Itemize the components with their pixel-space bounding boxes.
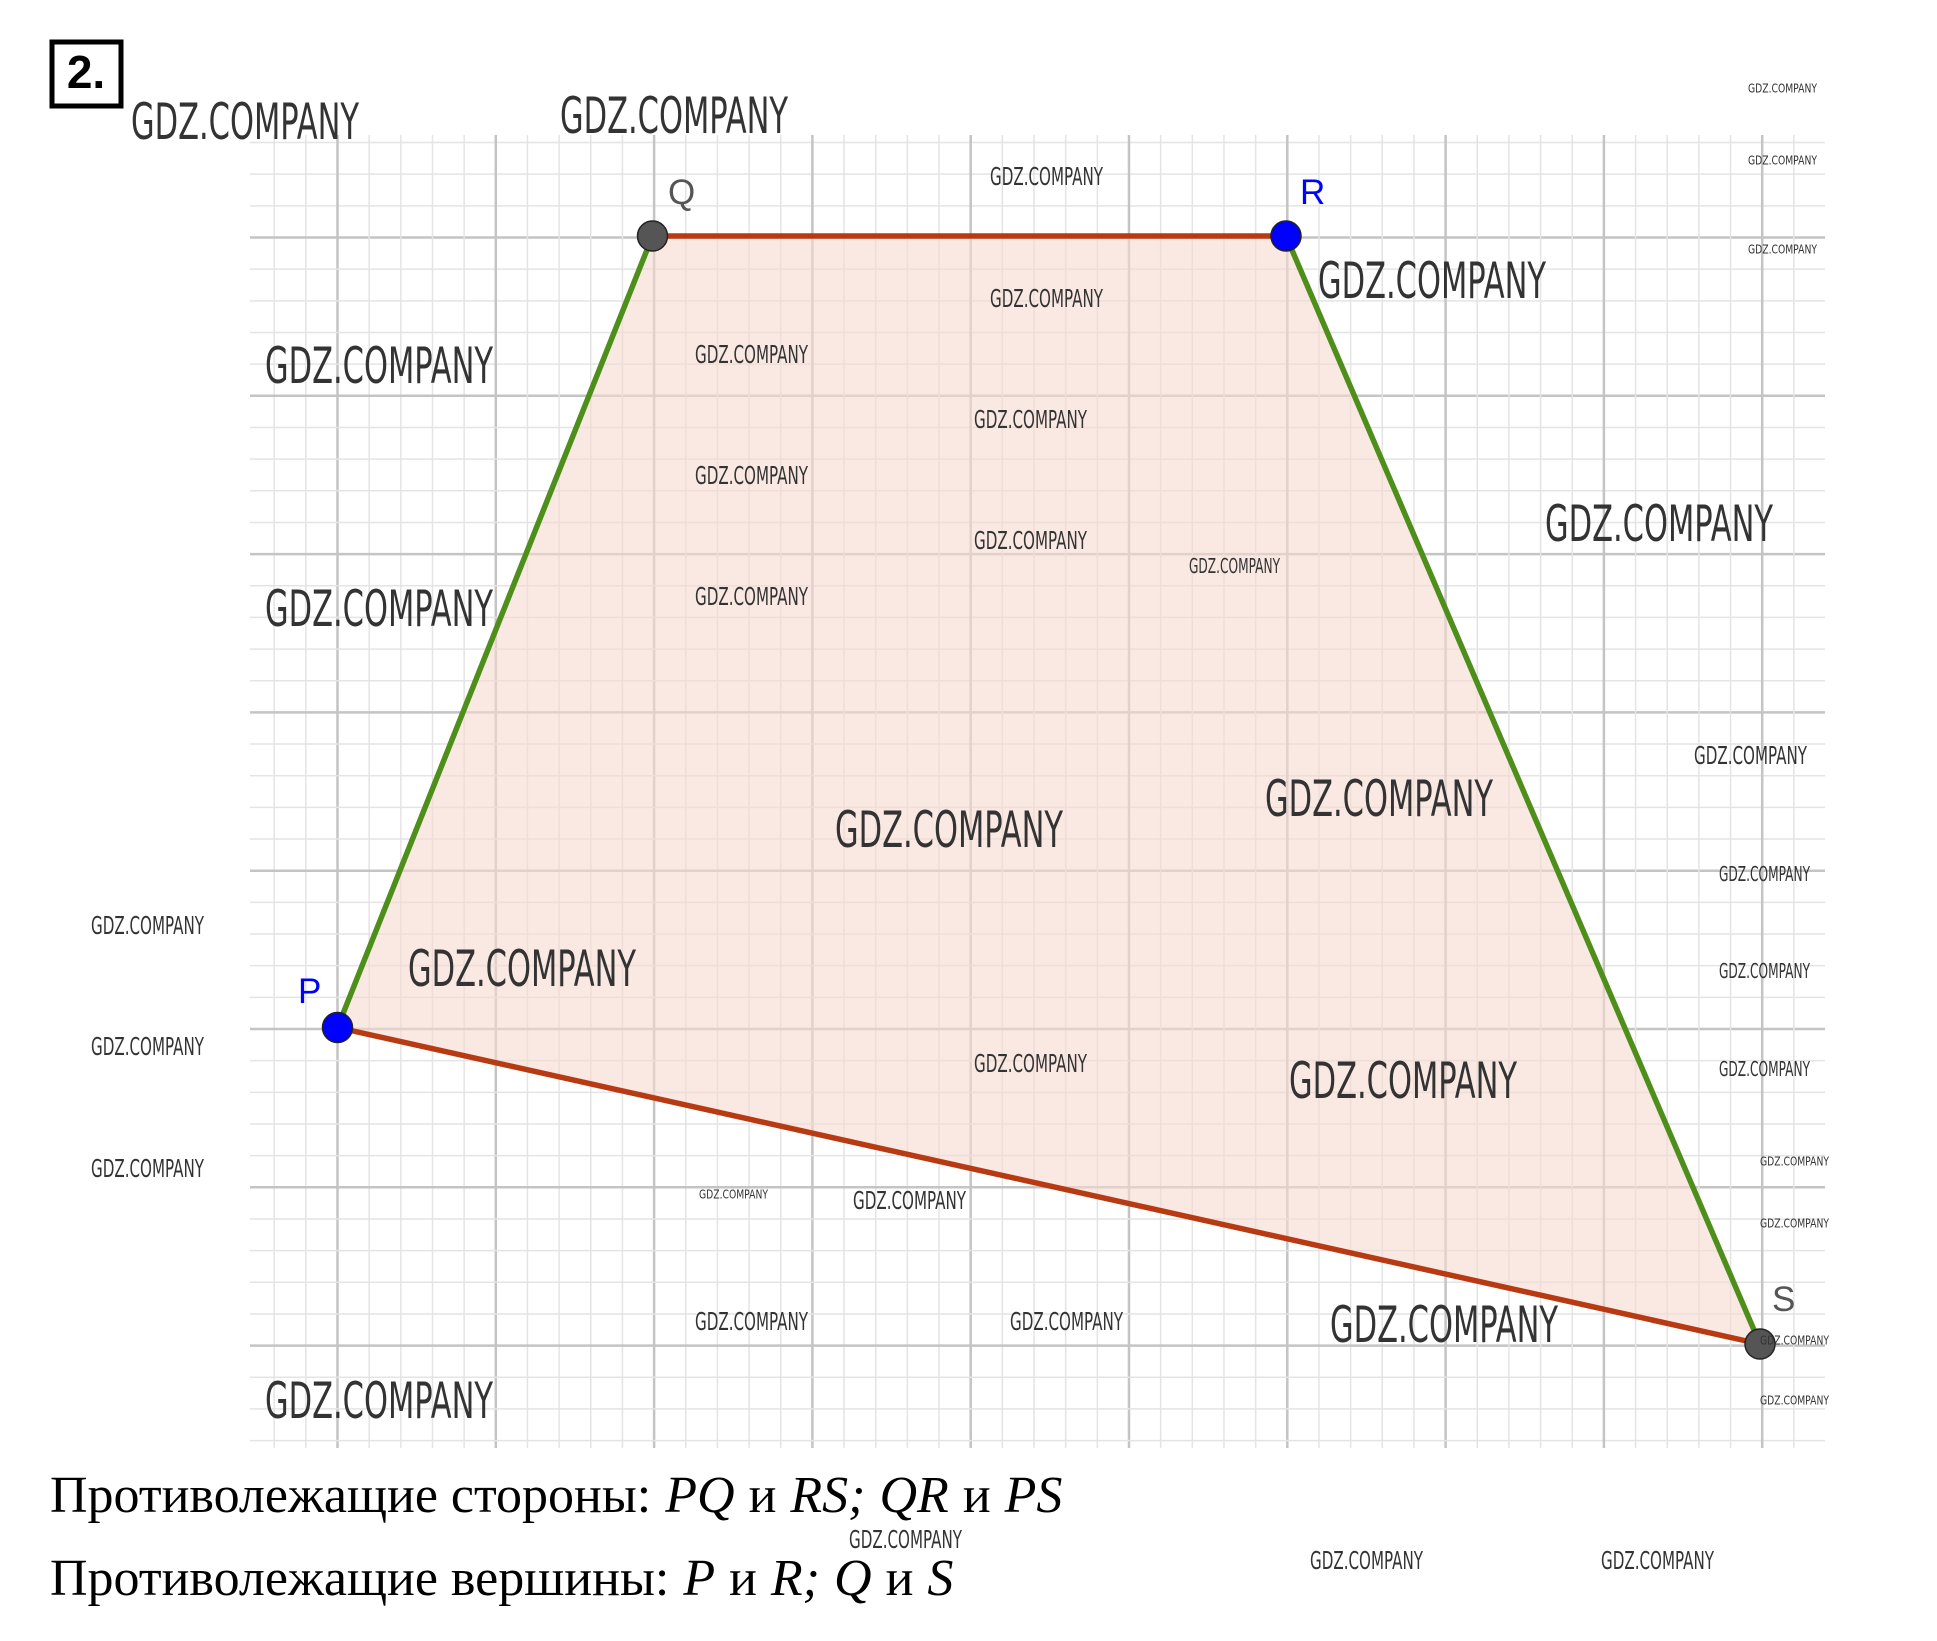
watermark: GDZ.COMPANY <box>695 1307 808 1336</box>
watermark: GDZ.COMPANY <box>91 911 204 940</box>
watermark: GDZ.COMPANY <box>695 461 808 490</box>
watermark: GDZ.COMPANY <box>1748 81 1818 95</box>
vertex-label: R <box>1300 173 1325 212</box>
watermark: GDZ.COMPANY <box>265 580 493 638</box>
watermark: GDZ.COMPANY <box>1760 1216 1830 1230</box>
watermark: GDZ.COMPANY <box>131 93 359 151</box>
vertex-label: S <box>1772 1280 1795 1319</box>
quadrilateral-fill <box>337 236 1760 1344</box>
watermark: GDZ.COMPANY <box>408 940 636 998</box>
watermark: GDZ.COMPANY <box>695 582 808 611</box>
watermark: GDZ.COMPANY <box>1189 554 1280 578</box>
watermark: GDZ.COMPANY <box>265 337 493 395</box>
watermark: GDZ.COMPANY <box>990 284 1103 313</box>
watermark: GDZ.COMPANY <box>265 1372 493 1430</box>
watermark: GDZ.COMPANY <box>1719 862 1810 886</box>
problem-number: 2. <box>67 46 105 98</box>
watermark: GDZ.COMPANY <box>91 1154 204 1183</box>
watermark: GDZ.COMPANY <box>699 1187 769 1201</box>
edge <box>334 234 656 1029</box>
math-term: PQ <box>664 1467 734 1524</box>
vertex-label: Q <box>668 173 695 212</box>
conjunction: и <box>886 1550 914 1607</box>
watermark: GDZ.COMPANY <box>974 1049 1087 1078</box>
edge <box>1283 234 1763 1346</box>
watermark: GDZ.COMPANY <box>1748 153 1818 167</box>
watermark: GDZ.COMPANY <box>1310 1546 1423 1575</box>
watermark: GDZ.COMPANY <box>1760 1393 1830 1407</box>
watermark: GDZ.COMPANY <box>974 405 1087 434</box>
watermark: GDZ.COMPANY <box>1289 1052 1517 1110</box>
conjunction: и <box>963 1467 991 1524</box>
watermark: GDZ.COMPANY <box>1719 1057 1810 1081</box>
answers: Противолежащие стороны: PQ и RS; QR и PSПротив… <box>50 1467 1062 1607</box>
watermark: GDZ.COMPANY <box>990 162 1103 191</box>
conjunction: и <box>729 1550 757 1607</box>
vertex-label: P <box>298 972 321 1011</box>
watermarks: GDZ.COMPANY GDZ.COMPANY GDZ.COMPANY GDZ.COM… <box>91 81 1830 1575</box>
answer-label: Противолежащие вершины: <box>50 1550 669 1607</box>
vertex <box>321 1011 354 1044</box>
math-term: S <box>927 1550 953 1607</box>
figure: P Q R S <box>298 173 1795 1360</box>
watermark: GDZ.COMPANY <box>1601 1546 1714 1575</box>
watermark: GDZ.COMPANY <box>1719 959 1810 983</box>
math-term: RS; <box>789 1467 865 1524</box>
vertex <box>1270 220 1302 252</box>
vertex <box>636 220 669 252</box>
math-term: Q <box>834 1550 872 1607</box>
problem-box <box>49 39 124 109</box>
edge <box>336 1024 1761 1347</box>
watermark: GDZ.COMPANY <box>91 1032 204 1061</box>
watermark: GDZ.COMPANY <box>1010 1307 1123 1336</box>
watermark: GDZ.COMPANY <box>1748 242 1818 256</box>
watermark: GDZ.COMPANY <box>853 1186 966 1215</box>
math-term: PS <box>1004 1467 1063 1524</box>
watermark: GDZ.COMPANY <box>695 340 808 369</box>
watermark: GDZ.COMPANY <box>1760 1333 1830 1347</box>
watermark: GDZ.COMPANY <box>974 526 1087 555</box>
watermark: GDZ.COMPANY <box>835 801 1063 859</box>
watermark: GDZ.COMPANY <box>849 1525 962 1554</box>
watermark: GDZ.COMPANY <box>1265 770 1493 828</box>
vertex <box>1744 1328 1776 1360</box>
watermark: GDZ.COMPANY <box>560 87 788 145</box>
watermark: GDZ.COMPANY <box>1545 495 1773 553</box>
conjunction: и <box>749 1467 777 1524</box>
watermark: GDZ.COMPANY <box>1760 1154 1830 1168</box>
answer-label: Противолежащие стороны: <box>50 1467 651 1524</box>
watermark: GDZ.COMPANY <box>1694 741 1807 770</box>
math-term: P <box>682 1550 715 1607</box>
watermark: GDZ.COMPANY <box>1330 1296 1558 1354</box>
watermark: GDZ.COMPANY <box>1318 252 1546 310</box>
math-term: QR <box>880 1467 949 1524</box>
math-term: R; <box>770 1550 820 1607</box>
answer-line: Противолежащие стороны: PQ и RS; QR и PS <box>50 1467 1062 1524</box>
